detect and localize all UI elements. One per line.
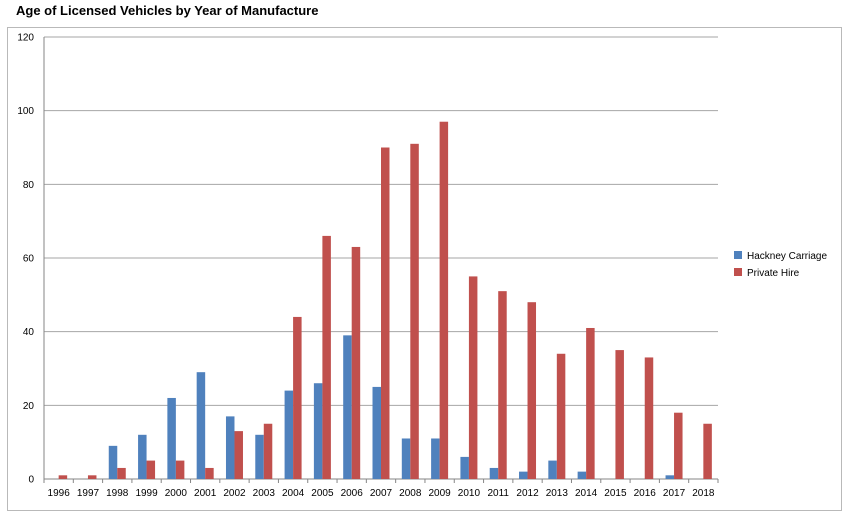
bar-hackney-carriage-2012 <box>519 471 528 479</box>
chart-title: Age of Licensed Vehicles by Year of Manu… <box>16 3 319 18</box>
bar-hackney-carriage-2011 <box>489 467 499 479</box>
bar-private-hire-2011 <box>498 291 507 479</box>
bar-hackney-carriage-2000 <box>167 397 176 479</box>
bar-private-hire-2016 <box>644 357 654 479</box>
x-tick-label: 2018 <box>692 488 715 499</box>
y-tick-label: 80 <box>23 180 35 191</box>
bar-private-hire-2007 <box>381 147 390 479</box>
x-tick-label: 1996 <box>48 488 71 499</box>
x-tick-label: 2014 <box>575 488 598 499</box>
bar-private-hire-2018 <box>703 423 712 479</box>
y-tick-label: 40 <box>23 327 35 338</box>
bar-hackney-carriage-2004 <box>284 390 294 479</box>
legend-label-hackney-carriage: Hackney Carriage <box>747 251 827 262</box>
chart-frame <box>7 27 842 511</box>
bar-hackney-carriage-1999 <box>138 434 147 479</box>
bar-private-hire-2014 <box>586 327 595 479</box>
bar-private-hire-2000 <box>175 460 185 479</box>
y-tick-label: 100 <box>17 106 34 117</box>
x-tick-label: 2010 <box>458 488 481 499</box>
bar-hackney-carriage-2002 <box>225 416 235 479</box>
x-tick-label: 2003 <box>253 488 276 499</box>
bar-private-hire-1997 <box>87 475 97 479</box>
bar-private-hire-2008 <box>410 143 419 480</box>
bar-private-hire-2009 <box>439 121 449 479</box>
bar-hackney-carriage-2009 <box>431 438 440 479</box>
bar-hackney-carriage-2017 <box>665 475 675 479</box>
x-tick-label: 2008 <box>399 488 422 499</box>
bar-hackney-carriage-2005 <box>313 383 323 479</box>
bar-private-hire-1999 <box>146 460 156 479</box>
bar-private-hire-1996 <box>58 475 68 479</box>
legend-label-private-hire: Private Hire <box>747 268 800 279</box>
x-tick-label: 2001 <box>194 488 217 499</box>
y-tick-label: 120 <box>17 33 34 44</box>
x-tick-label: 2007 <box>370 488 393 499</box>
bar-private-hire-2002 <box>234 431 243 479</box>
x-tick-label: 2006 <box>341 488 364 499</box>
x-tick-label: 2002 <box>223 488 246 499</box>
legend-swatch-private-hire <box>734 268 742 276</box>
bar-private-hire-2001 <box>205 467 214 479</box>
x-axis: 1996 1997 1998 1999 2000 2001 2002 2003 2004 2005… <box>43 479 719 499</box>
legend-swatch-hackney-carriage <box>734 251 742 259</box>
y-tick-label: 0 <box>28 475 34 486</box>
x-tick-label: 2009 <box>428 488 451 499</box>
bar-private-hire-2010 <box>468 276 478 479</box>
bar-private-hire-2013 <box>556 353 566 479</box>
bar-private-hire-2003 <box>263 423 273 479</box>
x-tick-label: 2004 <box>282 488 305 499</box>
bar-hackney-carriage-1998 <box>108 445 118 479</box>
x-tick-label: 1997 <box>77 488 100 499</box>
y-tick-label: 60 <box>23 254 35 265</box>
x-tick-label: 2011 <box>487 488 509 499</box>
x-tick-label: 2017 <box>663 488 686 499</box>
bar-hackney-carriage-2003 <box>255 434 264 479</box>
bar-hackney-carriage-2008 <box>401 438 411 479</box>
bar-private-hire-2012 <box>527 302 537 479</box>
bar-hackney-carriage-2001 <box>196 372 206 479</box>
x-tick-label: 2015 <box>604 488 627 499</box>
legend: Hackney Carriage Private Hire <box>734 251 827 279</box>
x-tick-label: 2012 <box>516 488 539 499</box>
bar-private-hire-2006 <box>351 246 361 479</box>
x-tick-label: 2005 <box>311 488 334 499</box>
bar-private-hire-2004 <box>293 316 302 479</box>
y-axis: 0 20 40 60 80 100 120 <box>17 33 45 486</box>
bar-hackney-carriage-2010 <box>460 456 469 479</box>
y-tick-label: 20 <box>23 401 35 412</box>
x-tick-label: 2000 <box>165 488 188 499</box>
bar-hackney-carriage-2014 <box>577 471 587 479</box>
bar-private-hire-2005 <box>322 235 331 479</box>
bar-hackney-carriage-2007 <box>372 386 381 479</box>
bar-private-hire-1998 <box>117 467 126 479</box>
bar-hackney-carriage-2006 <box>343 335 352 479</box>
bars <box>58 121 712 480</box>
x-tick-label: 1999 <box>135 488 158 499</box>
x-tick-label: 2013 <box>546 488 569 499</box>
bar-private-hire-2017 <box>674 412 683 479</box>
bar-hackney-carriage-2013 <box>548 460 557 479</box>
bar-private-hire-2015 <box>615 350 624 479</box>
x-tick-label: 1998 <box>106 488 129 499</box>
x-tick-label: 2016 <box>634 488 657 499</box>
